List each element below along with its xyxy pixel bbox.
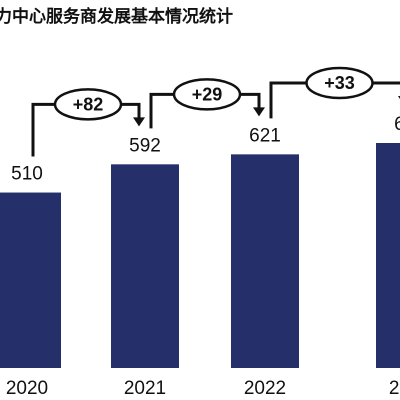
bar-2020: [0, 192, 61, 368]
x-tick-2020: 2020: [6, 378, 48, 399]
bar-2023: [376, 143, 400, 368]
chart-title: 力中心服务商发展基本情况统计: [0, 6, 233, 27]
labels-group: 510 2020 592 2021 621 2022 654 2023: [6, 114, 400, 399]
value-label-2023: 654: [394, 114, 400, 135]
delta-label-2: +33: [324, 73, 355, 93]
delta-label-0: +82: [73, 94, 104, 114]
x-tick-2023: 2023: [389, 378, 400, 399]
value-label-2022: 621: [249, 125, 281, 146]
delta-bubble-1: [172, 78, 242, 111]
delta-bubble-2: [305, 66, 374, 100]
bar-2021: [111, 164, 179, 368]
delta-connectors-group: +82 +29 +33: [31, 66, 400, 157]
delta-bubble-0: [53, 88, 123, 121]
delta-arrowhead-0: [133, 117, 145, 127]
bars-group: [0, 143, 400, 368]
x-tick-2022: 2022: [244, 378, 286, 399]
bar-2022: [231, 154, 299, 368]
x-tick-2021: 2021: [124, 378, 166, 399]
value-label-2020: 510: [11, 164, 43, 185]
delta-arrowhead-1: [253, 107, 265, 117]
value-label-2021: 592: [129, 135, 161, 156]
delta-label-1: +29: [192, 84, 223, 104]
